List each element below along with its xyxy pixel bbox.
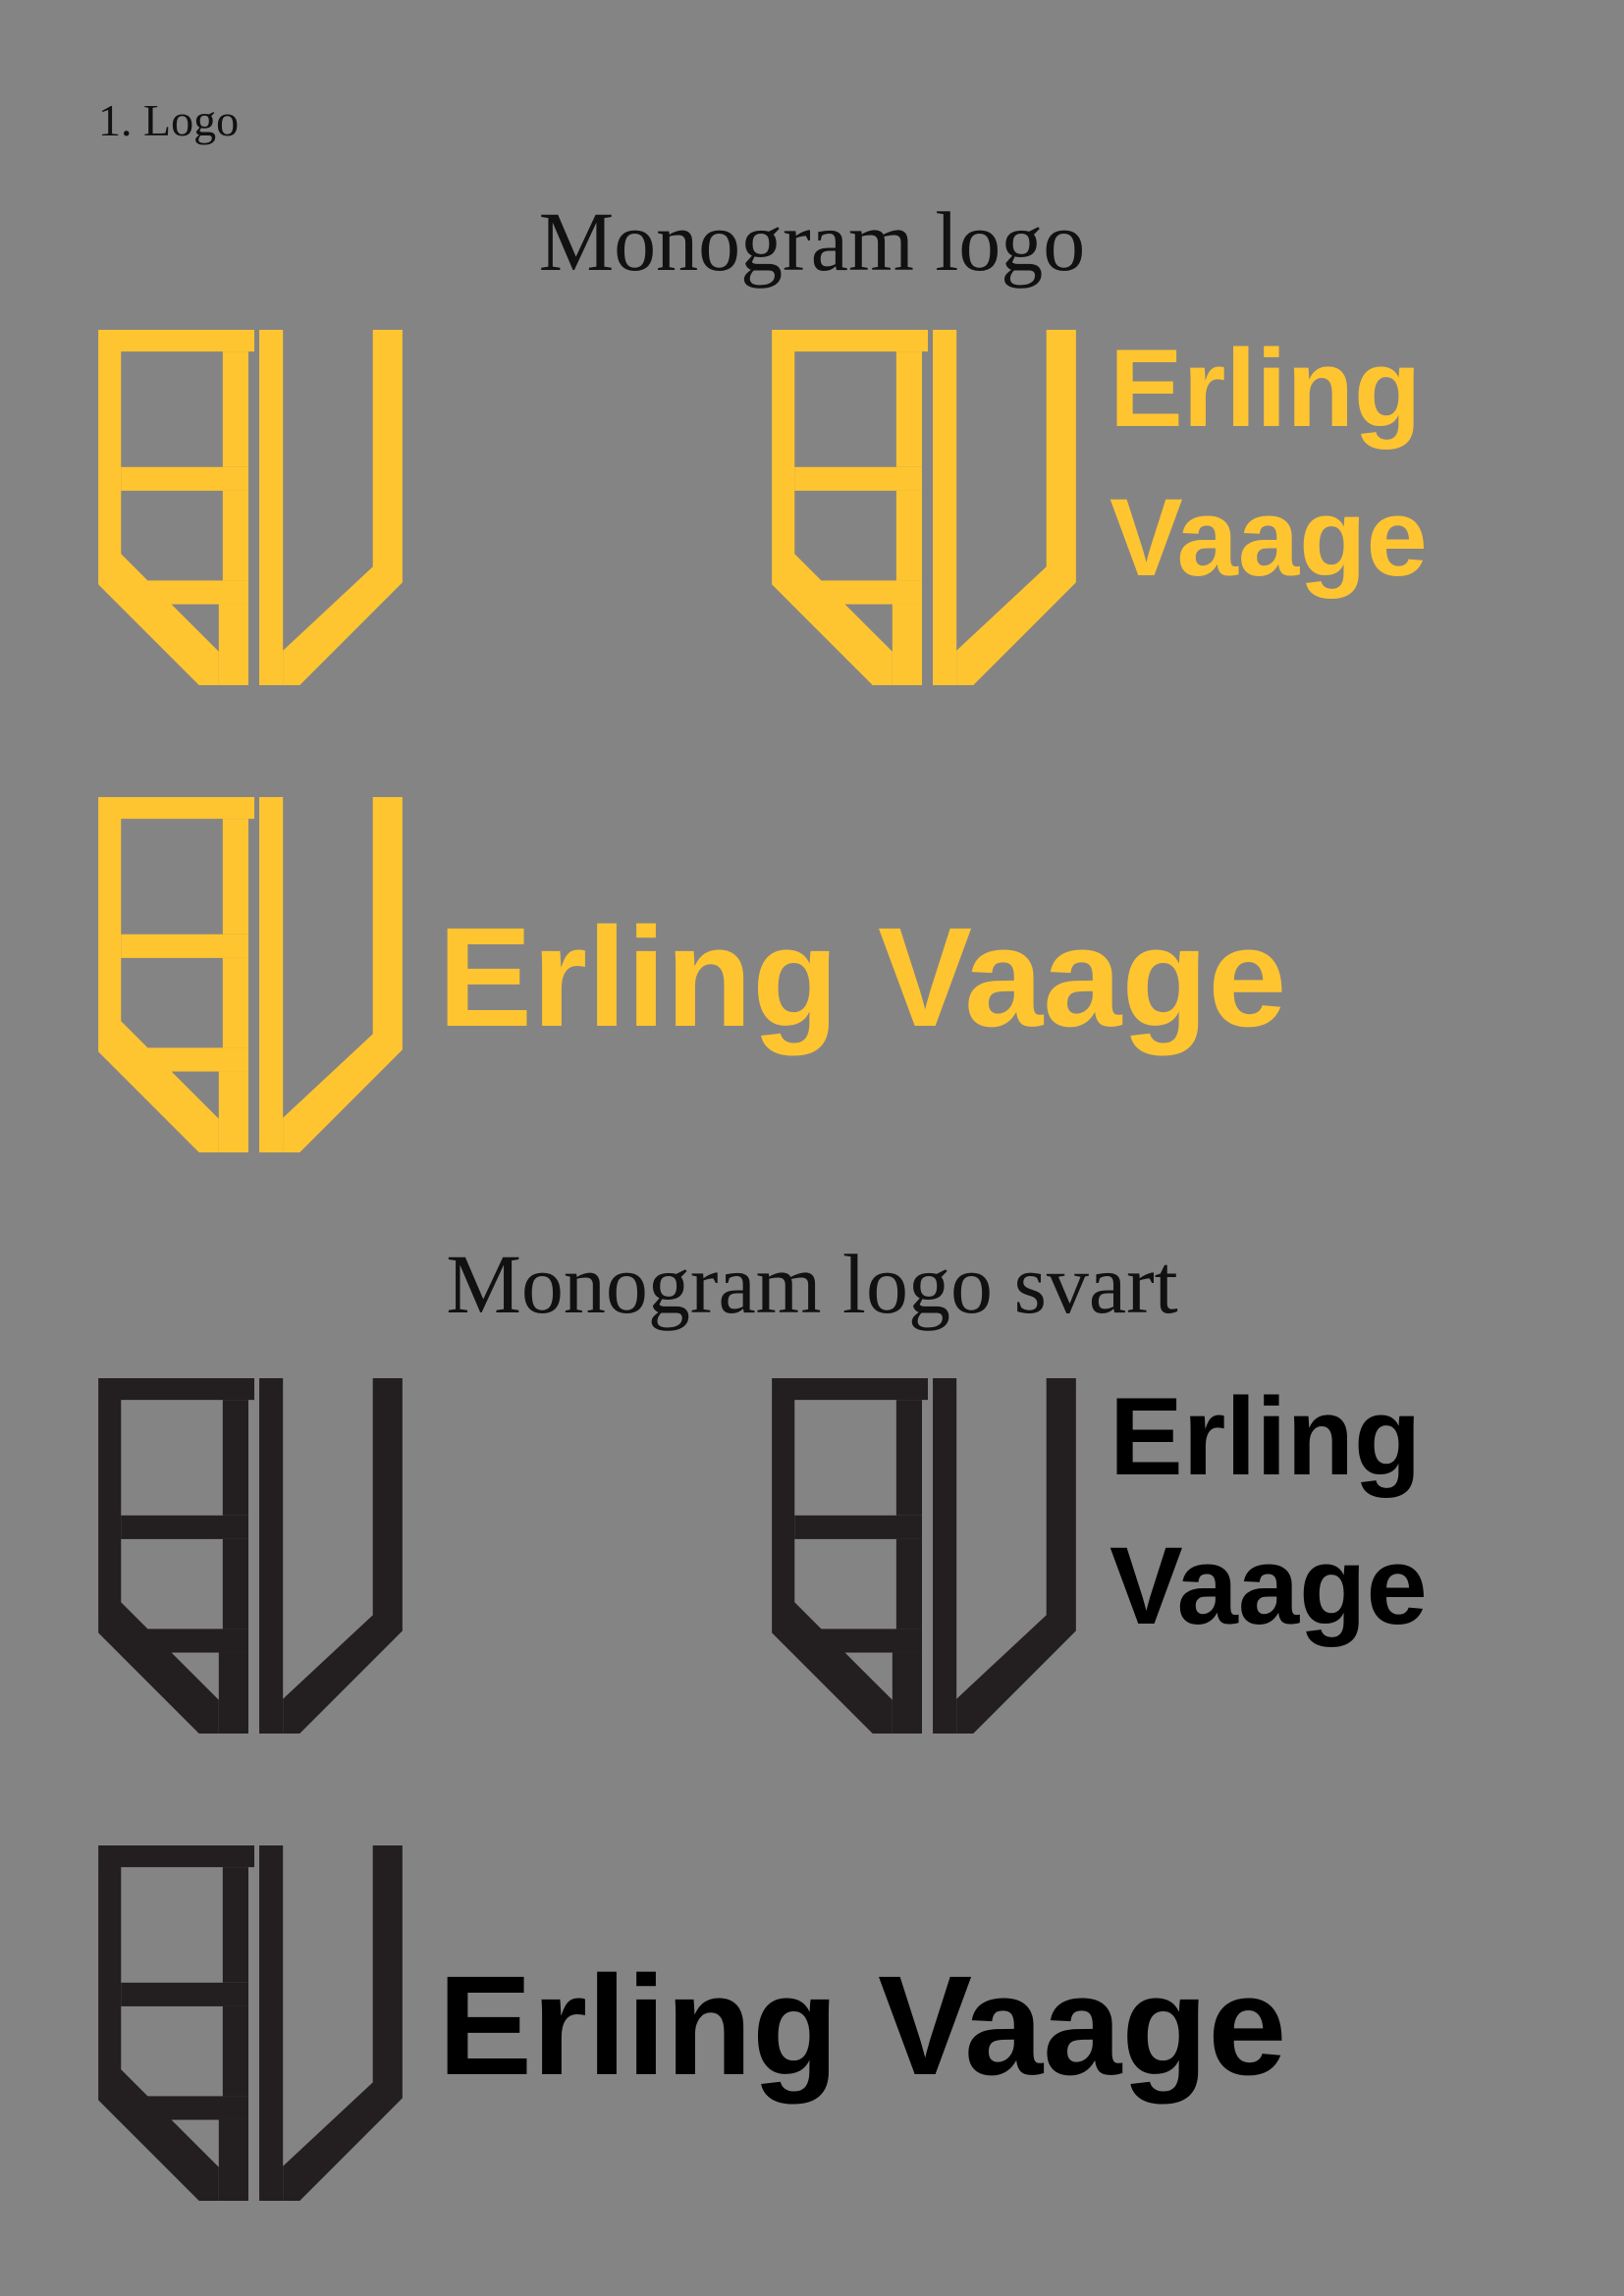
ev-monogram-icon [98, 1378, 403, 1734]
heading-monogram-logo-svart: Monogram logo svart [446, 1237, 1178, 1331]
ev-monogram-icon [772, 330, 1076, 685]
wordmark-last-name: Vaage [1110, 476, 1428, 599]
wordmark-stacked: Erling Vaage [1110, 1382, 1428, 1641]
heading-monogram-logo: Monogram logo [538, 194, 1086, 289]
ev-monogram-icon [772, 1378, 1076, 1734]
wordmark-first-name: Erling [1110, 327, 1422, 450]
ev-monogram-icon [98, 797, 403, 1152]
wordmark-horizontal: Erling Vaage [438, 1947, 1287, 2105]
wordmark-stacked: Erling Vaage [1110, 334, 1428, 593]
wordmark-last-name: Vaage [1110, 1524, 1428, 1647]
section-label: 1. Logo [98, 95, 240, 145]
wordmark-first-name: Erling [1110, 1375, 1422, 1498]
ev-monogram-icon [98, 330, 403, 685]
wordmark-horizontal: Erling Vaage [438, 898, 1287, 1056]
ev-monogram-icon [98, 1845, 403, 2201]
